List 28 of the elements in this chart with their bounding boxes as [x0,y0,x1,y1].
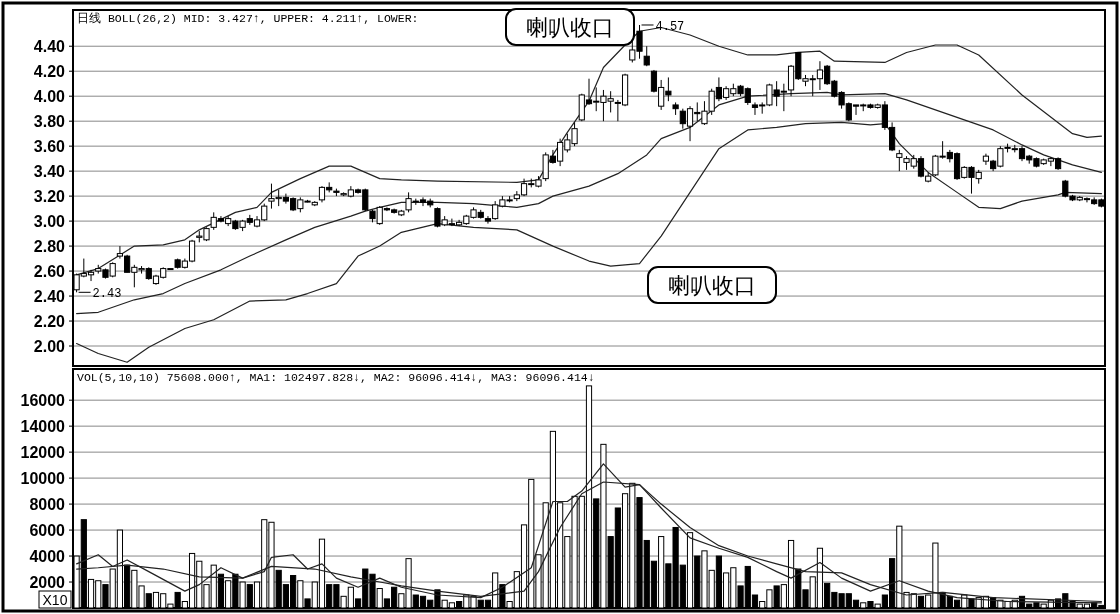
y-tick-label: 3.40 [33,163,66,181]
y-tick-label: 10000 [20,470,66,488]
annotation: 4.57 [655,19,685,34]
y-tick-label: 6000 [29,522,66,540]
y-tick-label: 16000 [20,392,66,410]
y-tick-label: 14000 [20,418,66,436]
y-tick-label: 2.60 [33,263,66,281]
y-tick-label: 2.40 [33,288,66,306]
y-tick-label: 8000 [29,496,66,514]
y-tick-label: 2.80 [33,238,66,256]
annotation: 喇叭收口 [526,15,614,40]
annotation: 2.43 [92,287,122,302]
y-tick-label: 2.00 [33,338,66,356]
annotation: 喇叭收口 [668,273,756,298]
text: X10 [42,592,68,608]
chart-title: 日线 BOLL(26,2) MID: 3.427↑, UPPER: 4.211↑, LOWER: [77,12,419,25]
y-tick-label: 2000 [29,574,66,592]
y-tick-label: 3.20 [33,188,66,206]
y-tick-label: 4.40 [33,38,66,56]
y-tick-label: 4000 [29,548,66,566]
y-tick-label: 3.80 [33,113,66,131]
y-tick-label: 3.00 [33,213,66,231]
y-tick-label: 2.20 [33,313,66,331]
y-tick-label: 12000 [20,444,66,462]
y-tick-label: 3.60 [33,138,66,156]
y-tick-label: 4.20 [33,63,66,81]
y-tick-label: 4.00 [33,88,66,106]
chart-title: VOL(5,10,10) 75608.000↑, MA1: 102497.828↓, MA2: 96096.414↓, MA3: 96096.414↓ [77,371,595,384]
